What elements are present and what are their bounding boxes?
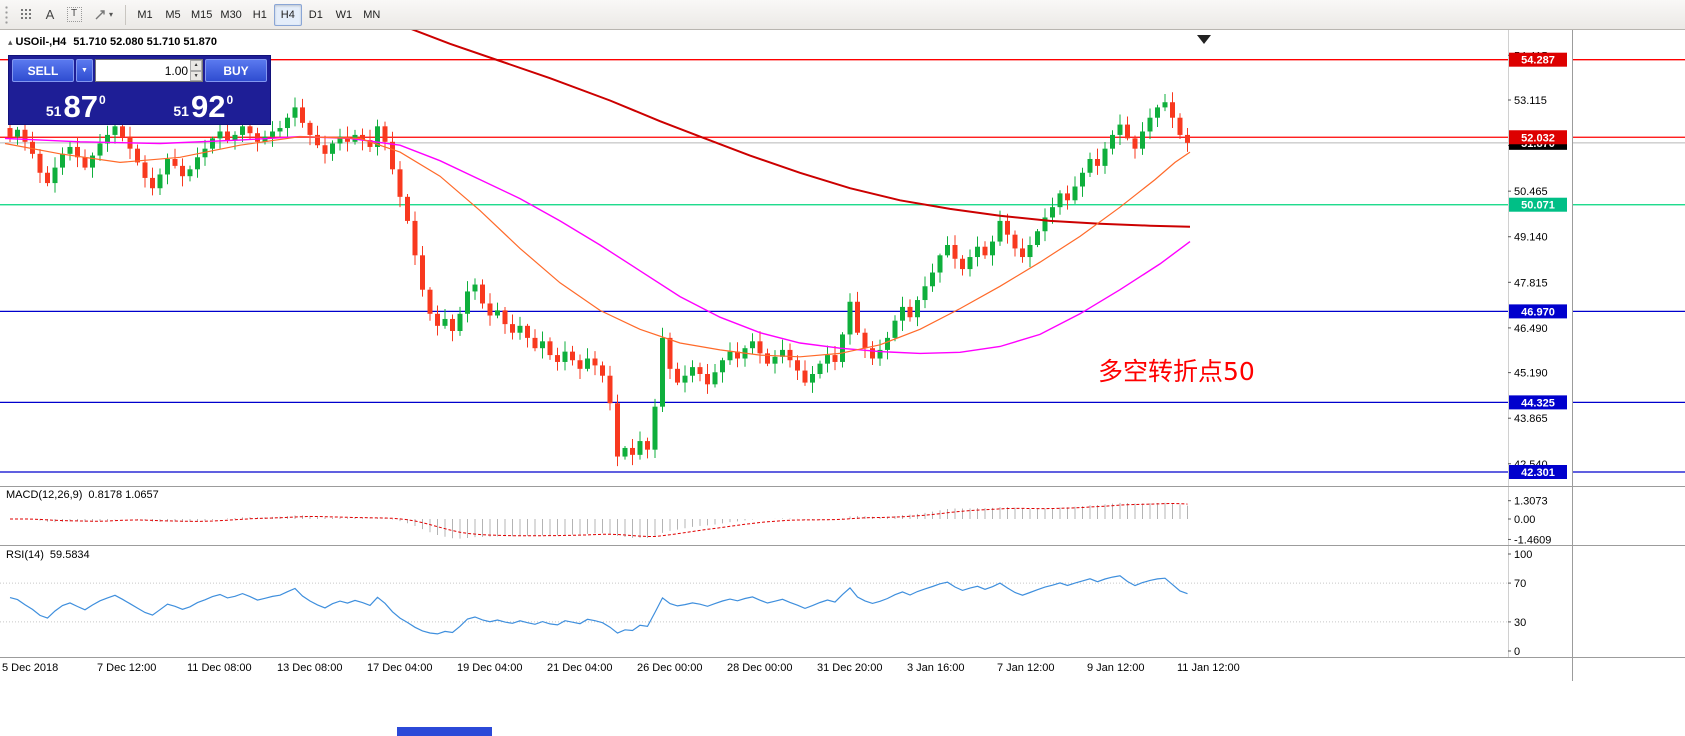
chart-annotation: 多空转折点50 xyxy=(1098,357,1255,386)
price-scale xyxy=(1508,30,1572,658)
price-scale-tick: 47.815 xyxy=(1514,277,1548,289)
svg-text:52.032: 52.032 xyxy=(1521,132,1555,144)
macd-indicator-label: MACD(12,26,9) 0.8178 1.0657 xyxy=(6,489,159,501)
scroll-to-end-marker[interactable] xyxy=(1197,35,1211,44)
symbol-name: USOil-,H4 xyxy=(15,36,67,48)
text-label-tool-button[interactable]: A xyxy=(38,4,62,26)
chevron-down-icon: ▾ xyxy=(108,10,113,19)
macd-signal-line xyxy=(10,502,1188,537)
buy-price-big: 92 xyxy=(190,88,226,124)
time-axis-label: 28 Dec 00:00 xyxy=(727,662,792,674)
svg-text:50.071: 50.071 xyxy=(1521,200,1555,212)
toolbar-separator xyxy=(125,4,126,25)
toolbar: A T ▾ M1 M5 M15 M30 H1 H4 D1 W1 MN xyxy=(0,0,1685,30)
toolbar-grip[interactable] xyxy=(4,4,10,25)
buy-button[interactable]: BUY xyxy=(205,59,267,82)
svg-text:42.301: 42.301 xyxy=(1521,467,1555,479)
timeframe-mn-button[interactable]: MN xyxy=(358,4,386,26)
price-scale-tick: 46.490 xyxy=(1514,323,1548,335)
grid-tool-button[interactable] xyxy=(14,4,38,26)
text-box-tool-button[interactable]: T xyxy=(62,4,86,26)
timeframe-m30-button[interactable]: M30 xyxy=(216,4,245,26)
rsi-scale-tick: 30 xyxy=(1514,617,1526,629)
timeframe-h1-button[interactable]: H1 xyxy=(246,4,274,26)
time-axis-label: 5 Dec 2018 xyxy=(2,662,58,674)
time-axis-label: 13 Dec 08:00 xyxy=(277,662,342,674)
volume-input[interactable] xyxy=(96,60,191,81)
rsi-line xyxy=(9,575,1188,635)
timeframe-m15-button[interactable]: M15 xyxy=(187,4,216,26)
price-scale-tick: 53.115 xyxy=(1514,95,1547,107)
sell-price-sup: 0 xyxy=(98,93,106,107)
sell-price[interactable]: 51 87 0 xyxy=(12,82,140,123)
rsi-scale-tick: 70 xyxy=(1514,578,1526,590)
symbol-header: ▴ USOil-,H4 51.710 52.080 51.710 51.870 xyxy=(8,36,217,48)
timeframe-h4-button[interactable]: H4 xyxy=(273,3,302,26)
rsi-scale-tick: 0 xyxy=(1514,646,1520,658)
ohlc-values: 51.710 52.080 51.710 51.870 xyxy=(73,36,218,48)
timeframe-d1-button[interactable]: D1 xyxy=(302,4,330,26)
time-axis-label: 19 Dec 04:00 xyxy=(457,662,522,674)
rsi-scale-tick: 100 xyxy=(1514,549,1532,561)
volume-decrement-button[interactable]: ▼ xyxy=(190,70,202,81)
volume-spinner: ▲ ▼ xyxy=(190,60,202,81)
time-axis-label: 11 Dec 08:00 xyxy=(187,662,252,674)
arrow-shapes-icon xyxy=(95,9,105,19)
price-level-badge: 44.325 xyxy=(1509,395,1567,410)
time-axis-label: 7 Dec 12:00 xyxy=(97,662,156,674)
time-axis-label: 21 Dec 04:00 xyxy=(547,662,612,674)
volume-field: ▲ ▼ xyxy=(95,59,203,82)
price-scale-tick: 43.865 xyxy=(1514,413,1548,425)
sell-price-prefix: 51 xyxy=(45,103,62,119)
shapes-dropdown-button[interactable]: ▾ xyxy=(86,4,120,26)
price-level-badge: 50.071 xyxy=(1509,197,1567,212)
time-axis-label: 7 Jan 12:00 xyxy=(997,662,1055,674)
svg-text:54.287: 54.287 xyxy=(1521,55,1555,67)
time-axis-label: 17 Dec 04:00 xyxy=(367,662,432,674)
svg-text:44.325: 44.325 xyxy=(1521,397,1555,409)
time-axis-label: 31 Dec 20:00 xyxy=(817,662,882,674)
timeframe-group: M1 M5 M15 M30 H1 H4 D1 W1 MN xyxy=(131,3,386,26)
symbol-marker-icon: ▴ xyxy=(8,37,13,47)
text-box-icon: T xyxy=(66,7,82,22)
price-scale-tick: 50.465 xyxy=(1514,186,1548,198)
time-axis-label: 11 Jan 12:00 xyxy=(1177,662,1240,674)
volume-dropdown-button[interactable]: ▼ xyxy=(76,59,93,82)
ma-fast-line xyxy=(4,135,1191,358)
rsi-indicator-label: RSI(14) 59.5834 xyxy=(6,549,90,561)
time-axis-label: 9 Jan 12:00 xyxy=(1087,662,1145,674)
price-level-badge: 54.287 xyxy=(1509,52,1567,67)
macd-scale-tick: -1.4609 xyxy=(1514,534,1551,546)
buy-price-sup: 0 xyxy=(226,93,234,107)
buy-price[interactable]: 51 92 0 xyxy=(140,82,268,123)
volume-increment-button[interactable]: ▲ xyxy=(190,60,202,71)
grid-icon xyxy=(20,9,31,19)
price-level-badge: 46.970 xyxy=(1509,304,1567,319)
macd-scale-tick: 1.3073 xyxy=(1514,496,1548,508)
sell-price-big: 87 xyxy=(63,88,98,124)
candlestick-series xyxy=(7,92,1190,467)
timeframe-w1-button[interactable]: W1 xyxy=(330,4,358,26)
macd-histogram xyxy=(17,502,1188,539)
time-axis-label: 3 Jan 16:00 xyxy=(907,662,965,674)
price-scale-tick: 49.140 xyxy=(1514,232,1548,244)
timeframe-m5-button[interactable]: M5 xyxy=(159,4,187,26)
price-level-badge: 42.301 xyxy=(1509,465,1567,480)
macd-scale-tick: 0.00 xyxy=(1514,514,1535,526)
ma-slow-line xyxy=(411,30,1191,228)
price-scale-tick: 45.190 xyxy=(1514,368,1548,380)
time-axis-label: 26 Dec 00:00 xyxy=(637,662,702,674)
price-level-badge: 52.032 xyxy=(1509,130,1567,145)
bottom-ui-fragment xyxy=(397,727,492,736)
svg-text:46.970: 46.970 xyxy=(1521,306,1555,318)
buy-price-prefix: 51 xyxy=(173,103,189,119)
sell-button[interactable]: SELL xyxy=(12,59,74,82)
timeframe-m1-button[interactable]: M1 xyxy=(131,4,159,26)
